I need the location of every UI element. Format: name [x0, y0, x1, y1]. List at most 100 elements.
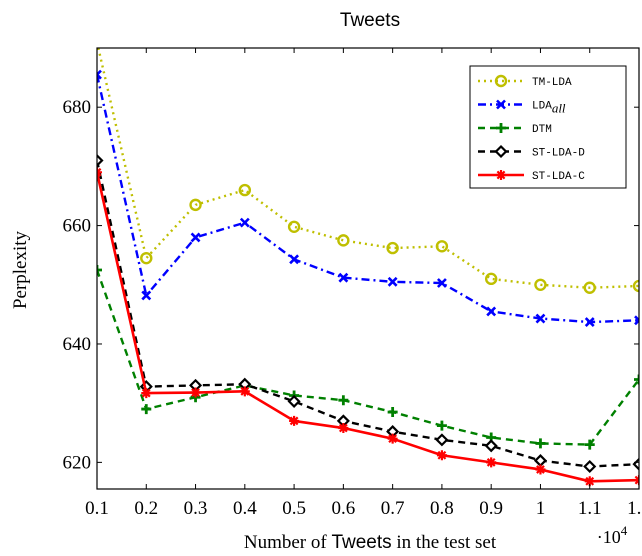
x-tick-label: 1: [536, 498, 546, 519]
plot-area: 0.1 0.2 0.3 0.4 0.5 0.6 0.7 0.8 0.9 1 1.1 1.2 620 640…: [63, 47, 642, 519]
legend-label: ST-LDA-D: [532, 148, 585, 160]
series-st-lda-d: [97, 153, 639, 474]
series-st-lda-c-point: [141, 388, 152, 399]
legend-entry-dtm: DTM: [478, 123, 552, 136]
x-tick-label: 0.4: [233, 498, 257, 519]
series-lda-all-point: [97, 69, 102, 80]
series-dtm-point: [584, 439, 595, 450]
series-lda-all-point: [486, 306, 497, 317]
legend-marker: [494, 144, 508, 159]
series-dtm-point: [338, 395, 349, 406]
series-tm-lda-point: [435, 240, 449, 253]
series-st-lda-c-point: [584, 476, 595, 487]
x-tick-label: 1.2: [627, 498, 642, 519]
legend-label: LDAall: [532, 101, 566, 116]
series-st-lda-d-line: [97, 160, 639, 468]
series-dtm-point: [387, 407, 398, 418]
x-axis-label-post: in the test set: [392, 532, 497, 553]
x-axis-multiplier: ·104: [597, 523, 628, 547]
series-dtm-point: [436, 420, 447, 431]
series-lda-all-line: [97, 74, 639, 324]
series-lda-all-point: [436, 278, 447, 288]
x-tick-label: 1.1: [578, 498, 602, 519]
legend-entry-lda-all: LDAall: [478, 99, 566, 116]
series-tm-lda-point: [97, 48, 99, 49]
series-st-lda-c-point: [486, 457, 497, 468]
series-lda-all-point: [289, 254, 300, 265]
series-lda-all-point: [338, 272, 349, 283]
x-tick-label: 0.5: [282, 498, 306, 519]
legend-marker: [496, 170, 506, 180]
legend-entry-tm-lda: TM-LDA: [478, 74, 572, 89]
axes-frame: [96, 47, 640, 490]
series-st-lda-d-point: [97, 153, 104, 168]
series-tm-lda-point: [484, 272, 498, 286]
series-st-lda-c-point: [436, 450, 447, 461]
series-lda-all-point: [141, 290, 152, 301]
x-tick-label: 0.7: [381, 498, 405, 519]
x-axis-label: Number of Tweets in the test set: [244, 532, 497, 553]
series-st-lda-c-line: [97, 172, 639, 483]
series-st-lda-d-point: [435, 433, 449, 447]
y-tick-label: 660: [63, 216, 92, 237]
series-dtm: [97, 264, 639, 450]
x-axis-label-pre: Number of: [244, 532, 332, 553]
x-tick-label: 0.2: [134, 498, 158, 519]
series-tm-lda-point: [583, 281, 596, 294]
series-lda-all-point: [535, 313, 546, 324]
series-st-lda-d-point: [484, 439, 498, 453]
series-dtm-point: [141, 404, 152, 415]
legend-label: ST-LDA-C: [532, 171, 585, 183]
series-st-lda-c-point: [338, 423, 349, 434]
series-tm-lda-point: [534, 278, 547, 291]
series-st-lda-c-point: [634, 475, 639, 486]
x-tick-label: 0.1: [85, 498, 109, 519]
series-st-lda-d-point: [533, 454, 548, 468]
series-tm-lda-point: [189, 198, 202, 212]
legend-entry-st-lda-c: ST-LDA-C: [478, 170, 585, 183]
series-lda-all-point: [584, 317, 595, 327]
legend-marker: [496, 123, 506, 133]
series-lda-all-point: [190, 232, 201, 243]
legend-label: DTM: [532, 124, 552, 136]
x-tick-label: 0.3: [184, 498, 208, 519]
legend: TM-LDA LDAall DTM ST-LDA-D ST-LDA-C: [469, 65, 627, 189]
series-dtm-point: [97, 264, 102, 275]
x-axis-multiplier-base: ·10: [597, 527, 621, 547]
series-st-lda-d-point: [287, 394, 301, 408]
series-st-lda-c: [97, 167, 639, 487]
y-axis-label: Perplexity: [10, 230, 31, 309]
series-st-lda-c-point: [190, 387, 201, 398]
series-st-lda-c-point: [387, 433, 398, 444]
series-tm-lda-point: [632, 279, 639, 293]
series-tm-lda-point: [337, 234, 350, 247]
y-tick-label: 620: [63, 452, 92, 473]
series-dtm-line: [97, 269, 639, 446]
series-tm-lda-line: [97, 48, 639, 289]
legend-entry-st-lda-d: ST-LDA-D: [478, 144, 585, 160]
legend-marker: [496, 99, 506, 110]
x-tick-label: 0.9: [479, 498, 503, 519]
series-st-lda-d-point: [632, 457, 639, 471]
series-tm-lda-point: [386, 241, 399, 255]
series-tm-lda-point: [287, 220, 301, 233]
series-lda-all: [97, 69, 639, 327]
series-tm-lda: [97, 48, 639, 294]
series-tm-lda-point: [238, 183, 252, 197]
series-dtm-point: [634, 374, 639, 385]
series-lda-all-point: [634, 315, 639, 326]
series-dtm-point: [535, 438, 546, 449]
series-st-lda-c-point: [289, 415, 300, 426]
legend-label: TM-LDA: [532, 77, 572, 89]
y-tick-label: 680: [63, 97, 92, 118]
series-tm-lda-point: [140, 251, 153, 265]
series-lda-all-point: [239, 217, 250, 228]
x-axis-multiplier-exponent: 4: [621, 523, 628, 538]
series-st-lda-c-point: [535, 464, 546, 475]
x-tick-label: 0.8: [430, 498, 454, 519]
chart-title: Tweets: [340, 10, 400, 31]
x-axis-label-word: Tweets: [331, 532, 391, 553]
legend-marker: [494, 74, 508, 88]
x-tick-label: 0.6: [331, 498, 355, 519]
